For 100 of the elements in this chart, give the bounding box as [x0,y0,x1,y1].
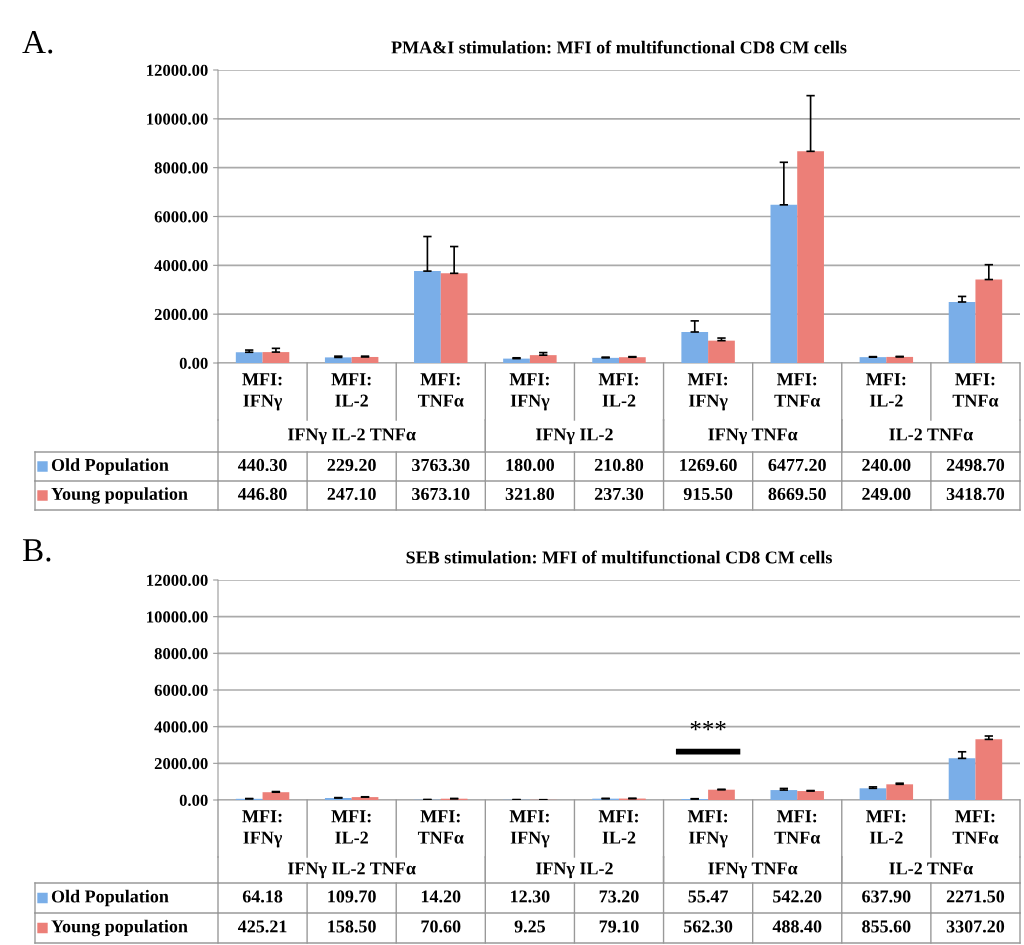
bar [619,357,646,363]
bar [262,352,290,363]
data-label: 14.20 [421,890,461,903]
y-tick-label: 8000.00 [154,648,208,660]
data-label: 12.30 [511,890,550,903]
text: IL-2 TNFα [889,428,973,441]
data-label: 247.10 [327,487,376,501]
bar [975,279,1003,363]
data-label: 1269.60 [680,458,737,472]
bar [797,791,824,800]
chart-title: SEB stimulation: MFI of multifunctional CD8 CM cells [406,550,832,564]
data-label: 229.20 [327,458,376,472]
x-tick-label: MFI: IL-2 [598,373,638,407]
y-tick-label: 8000.00 [154,162,208,174]
bar [948,758,976,800]
x-tick-label: MFI: TNFα [774,373,821,407]
x-tick-label: MFI: IFNγ [242,373,283,411]
x-tick-label: MFI: IFNγ [687,373,728,411]
bar [770,204,798,363]
data-label: 425.21 [237,920,287,933]
text: IFNγ IL-2 [535,428,613,445]
text: IFNγ IL-2 TNFα [288,428,416,445]
data-label: 109.70 [328,890,376,903]
data-label: 6477.20 [768,458,826,472]
y-tick-label: 10000.00 [147,611,208,623]
y-tick-label: 6000.00 [154,684,208,697]
x-tick-label: MFI: TNFα [952,373,999,407]
bar [681,332,709,363]
data-label: 237.30 [594,487,644,501]
bar [529,355,557,363]
data-label: 64.18 [242,890,283,903]
bar [859,357,887,363]
y-tick-label: 12000.00 [147,574,208,587]
data-label: 3763.30 [412,458,470,472]
bar [440,273,468,363]
bar [708,340,735,363]
data-label: 637.90 [862,890,911,903]
data-label: 158.50 [328,920,376,933]
y-tick-label: 12000.00 [147,64,208,77]
text: B. [22,539,51,562]
text: IFNγ IL-2 [535,862,613,879]
data-label: 2271.50 [946,890,1005,903]
bar [948,301,976,363]
bar [592,357,619,363]
x-tick-label: MFI: IL-2 [598,810,638,844]
text: IFNγ TNFα [708,862,798,879]
x-tick-label: MFI: TNFα [417,373,464,407]
data-label: 440.30 [237,458,287,472]
y-tick-label: 0.00 [179,794,208,807]
x-tick-label: MFI: IFNγ [509,373,550,411]
bar [708,789,735,800]
y-tick-label: 10000.00 [147,113,208,125]
data-label: 240.00 [862,458,911,472]
data-label: 210.80 [594,458,644,472]
x-tick-label: MFI: IL-2 [866,373,906,407]
data-label: 3418.70 [946,487,1005,501]
text: IFNγ TNFα [708,428,798,445]
legend-label: Old Population [51,889,169,907]
legend-label: Old Population [51,458,169,475]
x-tick-label: MFI: TNFα [774,810,821,844]
bar [770,790,798,800]
y-tick-label: 6000.00 [154,211,208,223]
x-tick-label: MFI: TNFα [417,810,464,844]
data-label: 321.80 [505,487,555,501]
data-label: 70.60 [421,920,461,933]
x-tick-label: MFI: IL-2 [866,810,906,844]
data-label: 3673.10 [412,487,470,501]
y-tick-label: 2000.00 [154,758,208,770]
data-label: 446.80 [237,487,287,501]
data-label: 2498.70 [946,458,1005,472]
y-tick-label: 2000.00 [154,308,208,321]
x-tick-label: MFI: IL-2 [331,810,371,844]
x-tick-label: MFI: IFNγ [242,810,283,848]
bar [262,792,290,800]
x-tick-label: MFI: IL-2 [331,373,371,407]
x-tick-label: MFI: TNFα [952,810,999,844]
bar [414,271,441,363]
bar [975,739,1003,800]
data-label: 180.00 [506,458,555,472]
y-tick-label: 4000.00 [154,721,208,733]
chart-title: PMA&I stimulation: MFI of multifunctional CD8 CM cells [391,40,847,54]
bar [797,151,824,363]
data-label: 9.25 [514,920,546,933]
data-label: 542.20 [773,890,822,903]
data-label: 488.40 [772,920,822,933]
legend-label: Young population [51,919,188,937]
data-label: 55.47 [688,890,728,903]
data-label: 3307.20 [946,920,1005,933]
bar [503,358,530,363]
data-label: 915.50 [683,487,733,501]
data-label: 73.20 [599,890,639,903]
y-tick-label: 0.00 [179,357,208,370]
y-tick-label: 4000.00 [154,260,208,272]
text: A. [22,31,53,54]
x-tick-label: MFI: IFNγ [687,810,728,848]
text: IFNγ IL-2 TNFα [288,862,416,879]
data-label: 249.00 [862,487,911,501]
data-label: 8669.50 [768,487,826,501]
legend-label: Young population [51,487,188,504]
data-label: 562.30 [684,920,733,933]
